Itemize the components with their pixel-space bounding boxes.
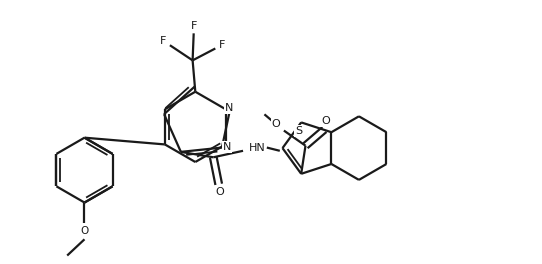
Text: O: O	[272, 119, 280, 129]
Text: S: S	[295, 126, 302, 136]
Text: N: N	[225, 103, 234, 113]
Text: O: O	[80, 226, 88, 236]
Text: N: N	[223, 142, 231, 152]
Text: F: F	[191, 21, 197, 31]
Text: F: F	[218, 40, 225, 50]
Text: O: O	[215, 187, 224, 197]
Text: O: O	[321, 116, 330, 126]
Text: HN: HN	[249, 143, 266, 153]
Text: F: F	[160, 36, 167, 46]
